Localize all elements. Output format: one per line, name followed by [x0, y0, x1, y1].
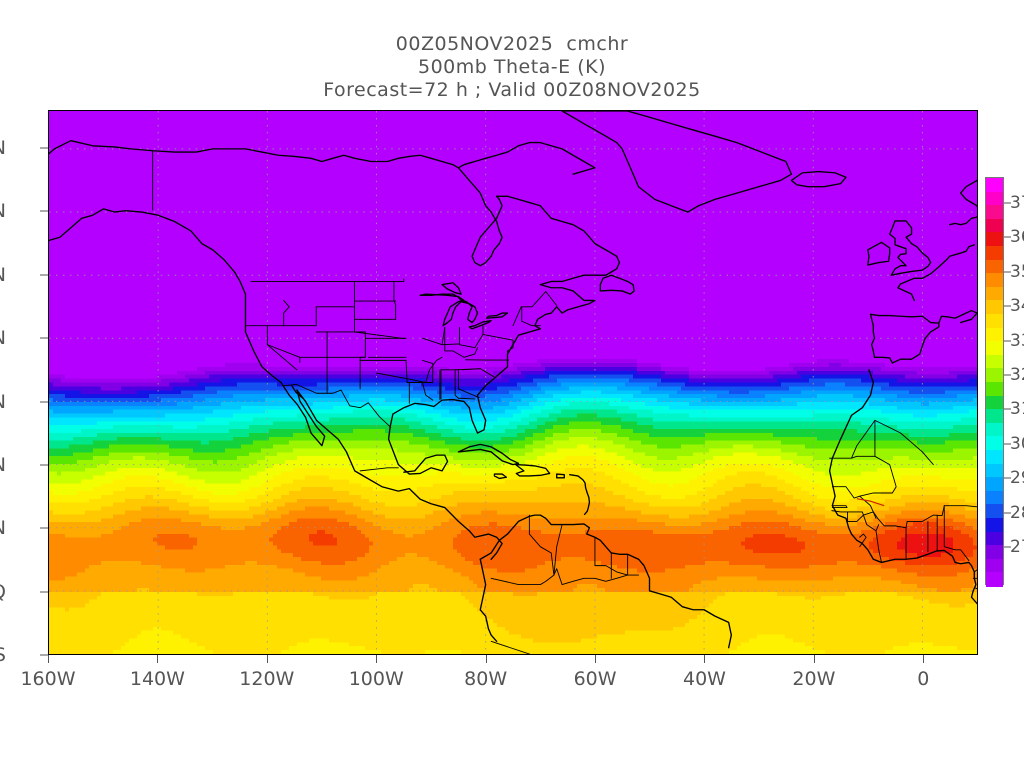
colorbar-segment: [986, 450, 1003, 465]
longitude-tick: [266, 655, 268, 663]
latitude-tick-label: 50N: [0, 264, 6, 286]
colorbar-tick: [1004, 202, 1011, 204]
colorbar-segment: [986, 490, 1003, 505]
latitude-tick-label: 40N: [0, 327, 6, 349]
longitude-tick-label: 100W: [348, 668, 404, 690]
colorbar-segment: [986, 477, 1003, 492]
colorbar-segment: [986, 409, 1003, 424]
colorbar-segment: [986, 558, 1003, 573]
colorbar-tick-label: 306: [1010, 433, 1024, 454]
latitude-tick-label: 70N: [0, 137, 6, 159]
colorbar-segment: [986, 259, 1003, 274]
latitude-tick-label: EQ: [0, 581, 6, 603]
colorbar-tick: [1004, 512, 1011, 514]
longitude-tick: [704, 655, 706, 663]
colorbar-segment: [986, 205, 1003, 220]
colorbar-tick: [1004, 271, 1011, 273]
colorbar-segment: [986, 327, 1003, 342]
colorbar-tick-label: 327: [1010, 365, 1024, 385]
colorbar-segment: [986, 422, 1003, 437]
colorbar-segment: [986, 273, 1003, 288]
latitude-tick-label: 60N: [0, 200, 6, 222]
longitude-tick-label: 120W: [239, 668, 295, 690]
longitude-tick: [157, 655, 159, 663]
colorbar-tick: [1004, 546, 1011, 548]
colorbar-segment: [986, 436, 1003, 451]
longitude-tick: [376, 655, 378, 663]
colorbar-segment: [986, 382, 1003, 397]
longitude-tick-label: 20W: [792, 668, 836, 690]
colorbar-segment: [986, 286, 1003, 301]
colorbar-tick-label: 315: [1010, 399, 1024, 420]
longitude-tick: [48, 655, 49, 663]
colorbar-tick: [1004, 374, 1011, 376]
figure-title: 00Z05NOV2025 cmchr 500mb Theta-E (K) For…: [0, 33, 1024, 102]
latitude-tick-label: 20N: [0, 454, 6, 476]
colorbar-segment: [986, 191, 1003, 206]
latitude-tick: [40, 591, 48, 593]
longitude-tick: [813, 655, 815, 663]
latitude-tick: [40, 210, 48, 212]
colorbar-segment: [986, 504, 1003, 519]
colorbar-segment: [986, 178, 1003, 193]
latitude-tick-label: 10S: [0, 644, 6, 666]
colorbar-segment: [986, 314, 1003, 329]
colorbar-tick: [1004, 340, 1011, 342]
latitude-tick: [40, 337, 48, 339]
colorbar-segment: [986, 545, 1003, 560]
longitude-tick-label: 0: [917, 668, 930, 690]
colorbar-tick-label: 375: [1010, 193, 1024, 213]
colorbar: [985, 177, 1004, 587]
theta-e-contour-field: [49, 111, 977, 654]
longitude-tick: [923, 655, 925, 663]
title-line-variable: 500mb Theta-E (K): [418, 56, 606, 78]
colorbar-segment: [986, 300, 1003, 315]
colorbar-segment: [986, 232, 1003, 247]
longitude-tick: [595, 655, 597, 663]
colorbar-tick: [1004, 408, 1011, 410]
latitude-tick: [40, 527, 48, 529]
colorbar-segment: [986, 246, 1003, 261]
longitude-tick-label: 140W: [129, 668, 185, 690]
title-line-valid: Forecast=72 h ; Valid 00Z08NOV2025: [323, 79, 701, 101]
colorbar-tick-label: 366: [1010, 227, 1024, 248]
colorbar-tick: [1004, 236, 1011, 238]
colorbar-segment: [986, 395, 1003, 410]
latitude-tick: [40, 654, 48, 656]
longitude-tick-label: 40W: [682, 668, 726, 690]
title-line-model: 00Z05NOV2025 cmchr: [395, 33, 629, 55]
longitude-tick-label: 160W: [20, 668, 76, 690]
colorbar-segment: [986, 368, 1003, 383]
latitude-tick-label: 30N: [0, 391, 6, 413]
colorbar-tick: [1004, 443, 1011, 445]
latitude-tick: [40, 147, 48, 149]
longitude-tick: [485, 655, 487, 663]
colorbar-tick-label: 276: [1010, 537, 1024, 557]
latitude-tick: [40, 274, 48, 276]
colorbar-tick-label: 336: [1010, 330, 1024, 351]
colorbar-segment: [986, 572, 1003, 587]
latitude-tick: [40, 401, 48, 402]
longitude-tick-label: 60W: [573, 668, 617, 690]
latitude-tick-label: 10N: [0, 517, 6, 539]
colorbar-segment: [986, 463, 1003, 478]
colorbar-tick-label: 354: [1010, 261, 1024, 282]
latitude-tick: [40, 464, 48, 466]
colorbar-tick-label: 297: [1010, 468, 1024, 489]
colorbar-segment: [986, 341, 1003, 356]
colorbar-segment: [986, 218, 1003, 233]
colorbar-segment: [986, 531, 1003, 546]
colorbar-segment: [986, 354, 1003, 369]
longitude-tick-label: 80W: [464, 668, 508, 690]
colorbar-segment: [986, 518, 1003, 533]
colorbar-tick-label: 288: [1010, 502, 1024, 523]
colorbar-tick-label: 345: [1010, 296, 1024, 317]
map-plot-area: [48, 110, 978, 655]
colorbar-tick: [1004, 305, 1011, 307]
colorbar-tick: [1004, 477, 1011, 479]
